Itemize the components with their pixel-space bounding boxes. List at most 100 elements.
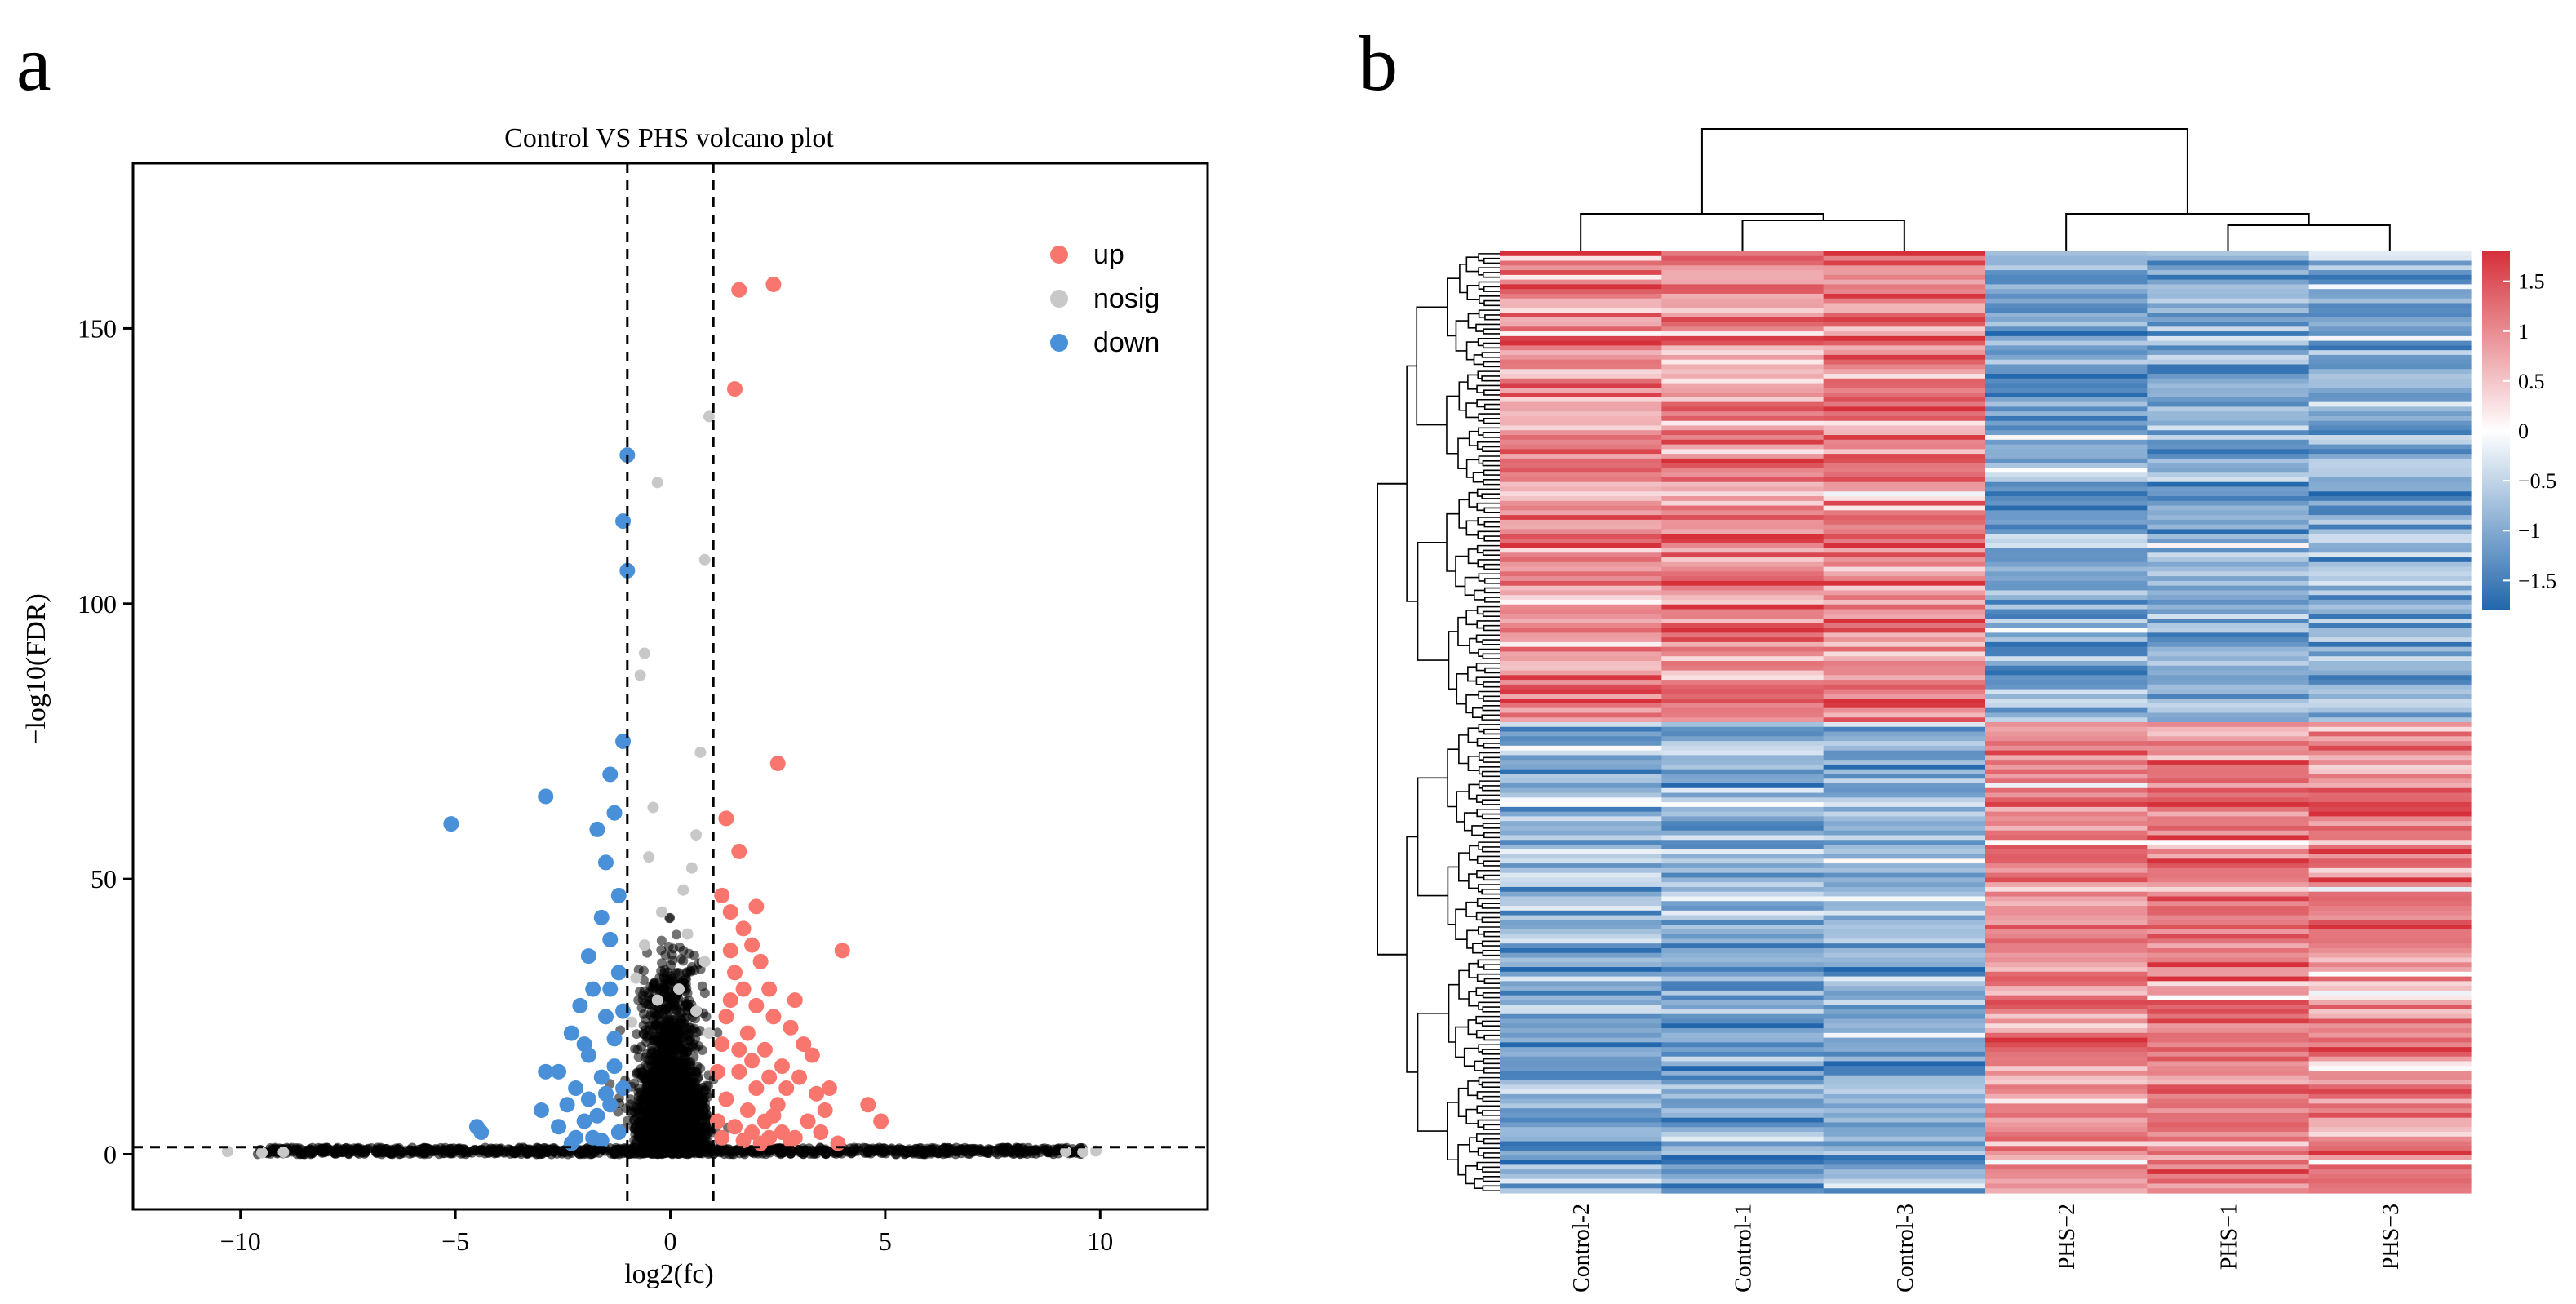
heatmap-cell	[1661, 331, 1824, 337]
heatmap-cell	[2308, 764, 2472, 770]
heatmap-cell	[1661, 925, 1824, 930]
heatmap-cell	[1500, 308, 1662, 313]
heatmap-cell	[1985, 496, 2148, 502]
heatmap-cell	[2147, 1117, 2310, 1124]
heatmap-cell	[2308, 369, 2472, 375]
row-dendro-branch	[1476, 855, 1500, 864]
heatmap-cell	[1985, 425, 2148, 431]
heatmap-cell	[1661, 609, 1824, 614]
heatmap-cell	[1985, 665, 2148, 672]
heatmap-cell	[2147, 1000, 2310, 1005]
heatmap-cell	[1823, 821, 1986, 827]
heatmap-cell	[2147, 920, 2310, 925]
heatmap-cell	[1500, 510, 1662, 516]
heatmap-cell	[2147, 388, 2310, 393]
down-point	[602, 766, 619, 783]
heatmap-cell	[1500, 322, 1662, 327]
nosig-point	[651, 477, 663, 489]
heatmap-cell	[2147, 806, 2310, 813]
heatmap-cell	[1661, 806, 1824, 813]
heatmap-cell	[2308, 1098, 2472, 1104]
heatmap-cell	[2147, 1108, 2310, 1114]
row-dendro-branch	[1478, 267, 1500, 276]
heatmap-cell	[1661, 378, 1824, 384]
up-point	[748, 1080, 765, 1097]
heatmap-cell	[1500, 374, 1662, 379]
row-dendro-branch	[1482, 639, 1500, 645]
heatmap-cell	[1823, 925, 1986, 930]
heatmap-cell	[1661, 986, 1824, 991]
heatmap-cell	[1985, 313, 2148, 318]
heatmap-cell	[2308, 957, 2472, 963]
up-point	[748, 997, 765, 1013]
row-dendro-branch	[1446, 1102, 1459, 1161]
row-dendro-branch	[1467, 548, 1479, 565]
heatmap-cell	[2308, 435, 2472, 441]
nosig-background-point	[638, 965, 649, 976]
heatmap-cell	[1500, 703, 1662, 709]
nosig-background-point	[668, 998, 679, 1009]
heatmap-cell	[1661, 458, 1824, 464]
down-point	[551, 1119, 567, 1135]
heatmap-cell	[2147, 491, 2310, 497]
heatmap-cell	[2147, 369, 2310, 375]
heatmap-cell	[1823, 971, 1986, 978]
heatmap-cell	[1500, 415, 1662, 422]
heatmap-cell	[1661, 449, 1824, 455]
heatmap-cell	[2147, 872, 2310, 879]
heatmap-cell	[2308, 444, 2472, 450]
heatmap-cell	[2147, 481, 2310, 488]
heatmap-cell	[1985, 929, 2148, 935]
heatmap-cell	[1823, 858, 1986, 864]
heatmap-cell	[2308, 1051, 2472, 1058]
heatmap-cell	[2147, 538, 2310, 544]
heatmap-cell	[1985, 435, 2148, 441]
heatmap-cell	[1985, 543, 2148, 549]
legend-label-nosig: nosig	[1093, 283, 1159, 314]
heatmap-cell	[2147, 745, 2310, 752]
heatmap-cell	[1661, 825, 1824, 832]
heatmap-cell	[1823, 477, 1986, 483]
up-point	[761, 1069, 778, 1085]
heatmap-cell	[1823, 901, 1986, 907]
heatmap-cell	[2308, 481, 2472, 488]
heatmap-cell	[2308, 845, 2472, 850]
row-dendro-branch	[1479, 295, 1500, 304]
heatmap-cell	[1500, 1005, 1662, 1010]
heatmap-cell	[1661, 260, 1824, 266]
heatmap-cell	[1985, 680, 2148, 685]
heatmap-cell	[2308, 712, 2472, 718]
heatmap-cell	[1823, 717, 1986, 723]
heatmap-cell	[1500, 1098, 1662, 1104]
heatmap-cell	[1500, 364, 1662, 370]
heatmap-cell	[1985, 510, 2148, 516]
heatmap-cell	[1661, 774, 1824, 779]
row-dendro-branch	[1483, 479, 1500, 486]
heatmap-cell	[2308, 308, 2472, 313]
heatmap-cell	[2308, 524, 2472, 530]
heatmap-cell	[1661, 1023, 1824, 1029]
heatmap-cell	[1500, 952, 1662, 959]
heatmap-cell	[1661, 623, 1824, 629]
down-point	[593, 1069, 610, 1085]
heatmap-cell	[1500, 1093, 1662, 1100]
row-dendro-branch	[1483, 1152, 1500, 1159]
down-point	[568, 1129, 584, 1146]
down-point	[602, 931, 619, 947]
heatmap-cell	[2308, 632, 2472, 638]
heatmap-cell	[1661, 769, 1824, 775]
heatmap-cell	[1823, 571, 1986, 577]
nosig-background-point	[674, 942, 685, 952]
heatmap-cell	[2147, 265, 2310, 271]
heatmap-cell	[1823, 750, 1986, 756]
heatmap-cell	[1985, 1018, 2148, 1024]
up-point	[744, 937, 760, 953]
heatmap-cell	[1985, 557, 2148, 563]
heatmap-cell	[2147, 797, 2310, 803]
heatmap-cell	[2147, 689, 2310, 694]
heatmap-cell	[1500, 840, 1662, 845]
heatmap-cell	[1985, 354, 2148, 361]
heatmap-cell	[2308, 976, 2472, 982]
heatmap-cell	[1661, 552, 1824, 558]
heatmap-cell	[1823, 364, 1986, 370]
